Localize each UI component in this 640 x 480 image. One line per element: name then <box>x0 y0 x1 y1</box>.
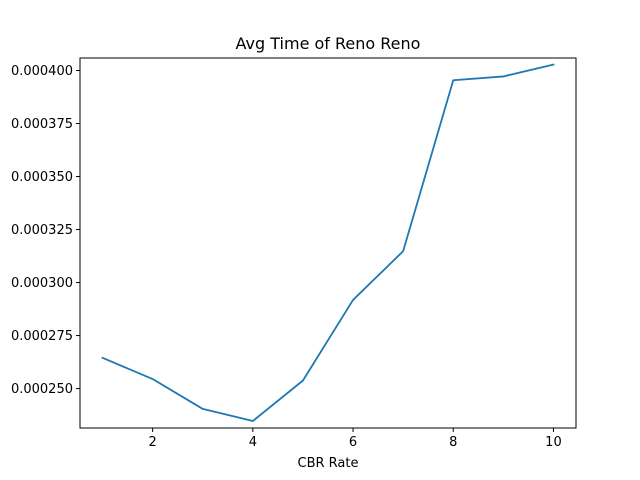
y-tick-label: 0.000250 <box>11 382 73 397</box>
x-tick-label: 8 <box>449 435 457 450</box>
y-tick-label: 0.000325 <box>11 223 73 238</box>
chart-title: Avg Time of Reno Reno <box>236 34 421 53</box>
x-axis-label: CBR Rate <box>298 456 359 471</box>
x-tick-label: 4 <box>249 435 257 450</box>
y-tick-label: 0.000375 <box>11 117 73 132</box>
y-tick-label: 0.000350 <box>11 170 73 185</box>
plot-frame <box>79 57 577 429</box>
y-tick-label: 0.000300 <box>11 276 73 291</box>
x-tick-label: 10 <box>545 435 562 450</box>
x-tick-label: 6 <box>349 435 357 450</box>
x-tick-label: 2 <box>149 435 157 450</box>
y-axis: 0.000250 0.000275 0.000300 0.000325 0.000350… <box>11 64 80 397</box>
y-tick-label: 0.000400 <box>11 64 73 79</box>
plot-area <box>101 63 555 422</box>
x-axis: 2 4 6 8 10 <box>149 428 562 450</box>
series-line <box>101 63 555 422</box>
y-tick-label: 0.000275 <box>11 329 73 344</box>
